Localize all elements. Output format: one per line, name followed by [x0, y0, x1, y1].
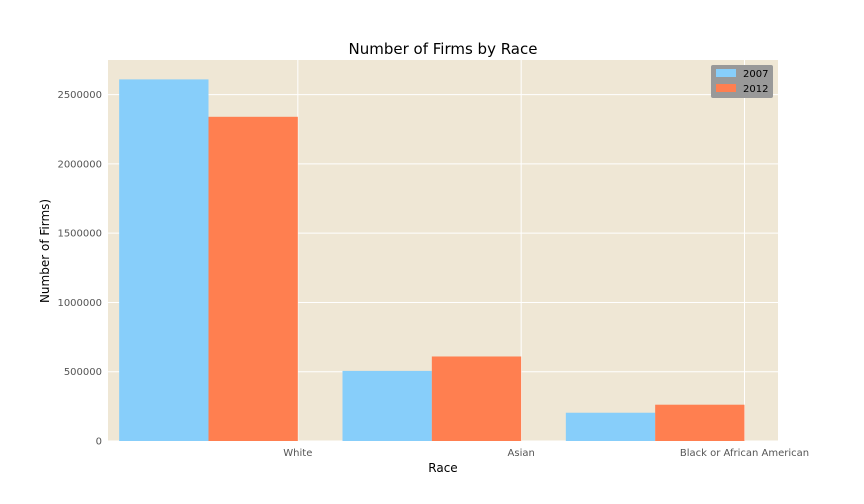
legend: 2007 2012 — [711, 65, 773, 98]
legend-swatch-2012 — [716, 84, 736, 92]
bar-2007-asian — [342, 370, 432, 441]
chart-title: Number of Firms by Race — [349, 40, 538, 58]
bar-2012-white — [208, 116, 298, 441]
legend-label-2007: 2007 — [743, 69, 768, 80]
y-tick-label: 1500000 — [57, 229, 102, 240]
x-axis-ticks: White Asian Black or African American — [283, 448, 809, 459]
legend-label-2012: 2012 — [743, 84, 768, 95]
y-tick-label: 1000000 — [57, 298, 102, 309]
x-tick-label: White — [283, 448, 312, 459]
y-tick-label: 500000 — [64, 367, 102, 378]
y-axis-ticks: 0 500000 1000000 1500000 2000000 2500000 — [57, 90, 102, 447]
x-tick-label: Black or African American — [680, 448, 809, 459]
bar-2007-white — [119, 79, 209, 441]
x-tick-label: Asian — [508, 448, 535, 459]
bar-2007-black-or-african-american — [565, 412, 656, 441]
legend-swatch-2007 — [716, 69, 736, 77]
x-axis-label: Race — [428, 461, 457, 475]
y-tick-label: 2500000 — [57, 90, 102, 101]
y-tick-label: 0 — [96, 437, 102, 448]
bar-2012-asian — [431, 356, 522, 441]
bar-2012-black-or-african-american — [655, 404, 745, 441]
bars — [119, 79, 745, 441]
y-axis-label: Number of Firms) — [38, 199, 52, 303]
y-tick-label: 2000000 — [57, 159, 102, 170]
